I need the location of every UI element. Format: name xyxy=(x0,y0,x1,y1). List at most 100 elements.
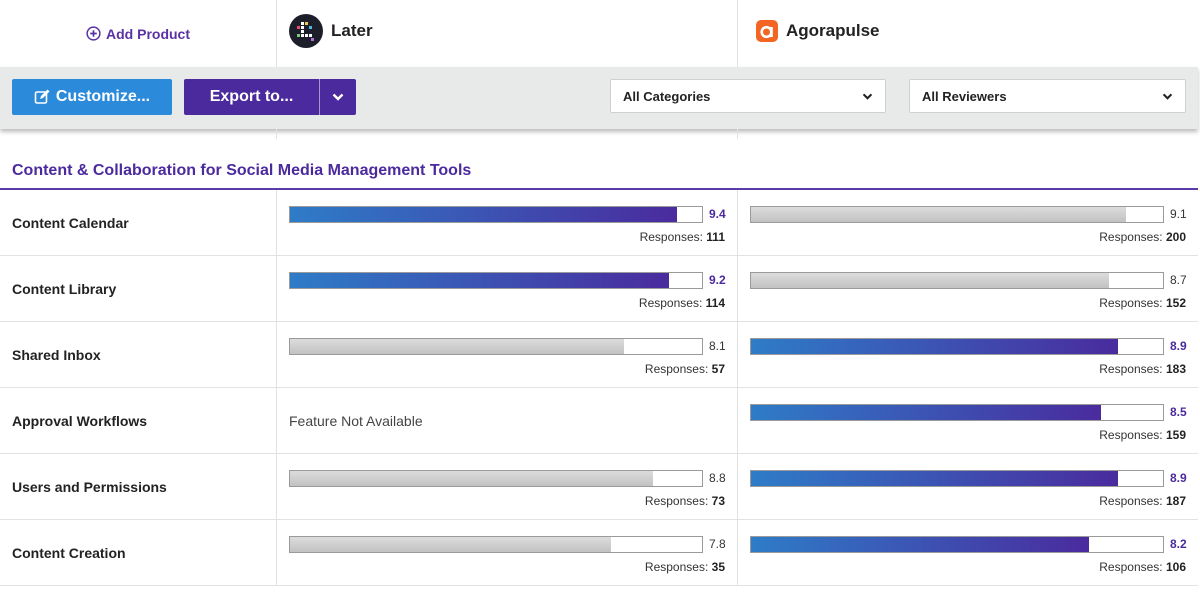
score-bar xyxy=(750,338,1164,355)
feature-row: Content Library 9.2 Responses: 114 8.7 Respo… xyxy=(0,256,1198,322)
score-bar xyxy=(750,470,1164,487)
responses-count: Responses: 187 xyxy=(1099,494,1186,508)
feature-row: Users and Permissions 8.8 Responses: 73 8.9… xyxy=(0,454,1198,520)
section-divider xyxy=(0,188,1198,190)
rating-cell-later: 7.8 Responses: 35 xyxy=(276,520,737,586)
responses-label: Responses: xyxy=(638,296,703,310)
responses-count: Responses: 152 xyxy=(1099,296,1186,310)
responses-label: Responses: xyxy=(1099,560,1163,574)
score-bar xyxy=(750,206,1164,223)
score-value: 9.4 xyxy=(709,207,726,221)
score-bar xyxy=(289,338,703,355)
category-select[interactable]: All Categories xyxy=(610,79,886,113)
score-value: 8.7 xyxy=(1170,273,1187,287)
feature-not-available: Feature Not Available xyxy=(289,413,423,429)
chevron-down-icon xyxy=(1162,93,1173,100)
score-bar xyxy=(750,536,1164,553)
score-value: 9.1 xyxy=(1170,207,1187,221)
responses-value: 200 xyxy=(1165,230,1186,244)
plus-circle-icon xyxy=(86,26,101,41)
feature-row: Shared Inbox 8.1 Responses: 57 8.9 Responses… xyxy=(0,322,1198,388)
comparison-toolbar: Customize... Export to... All Categories… xyxy=(0,67,1198,129)
rating-cell-later: 9.2 Responses: 114 xyxy=(276,256,737,322)
feature-label: Approval Workflows xyxy=(12,413,148,429)
chevron-down-icon xyxy=(332,93,344,101)
responses-count: Responses: 159 xyxy=(1099,428,1186,442)
reviewer-select-value: All Reviewers xyxy=(922,88,1007,104)
product-heading[interactable]: Later xyxy=(289,14,373,48)
score-bar-fill xyxy=(751,207,1126,222)
score-value: 8.2 xyxy=(1170,537,1187,551)
score-bar xyxy=(289,470,703,487)
product-name-agorapulse: Agorapulse xyxy=(786,21,880,40)
add-product-button[interactable]: Add Product xyxy=(86,26,190,42)
score-bar-fill xyxy=(290,537,611,552)
score-bar-fill xyxy=(290,339,624,354)
customize-button[interactable]: Customize... xyxy=(12,79,172,115)
score-bar-fill xyxy=(751,339,1118,354)
add-product-label: Add Product xyxy=(106,25,190,42)
customize-label: Customize... xyxy=(55,88,151,105)
score-bar xyxy=(750,404,1164,421)
column-divider xyxy=(737,129,738,139)
section-title: Content & Collaboration for Social Media… xyxy=(12,162,472,179)
rating-cell-agorapulse: 8.9 Responses: 183 xyxy=(737,322,1198,388)
responses-count: Responses: 183 xyxy=(1099,362,1186,376)
rating-cell-later: Feature Not Available xyxy=(276,388,737,454)
score-bar-fill xyxy=(290,471,653,486)
feature-row: Approval Workflows Feature Not Available 8… xyxy=(0,388,1198,454)
feature-label: Content Calendar xyxy=(12,215,129,231)
score-value: 7.8 xyxy=(709,537,726,551)
score-bar-fill xyxy=(751,273,1109,288)
responses-count: Responses: 57 xyxy=(645,362,725,376)
responses-label: Responses: xyxy=(1099,494,1163,508)
responses-count: Responses: 200 xyxy=(1099,230,1186,244)
responses-count: Responses: 35 xyxy=(645,560,725,574)
add-product-column: Add Product xyxy=(0,0,276,67)
product-heading[interactable]: Agorapulse xyxy=(756,20,880,42)
rating-cell-later: 9.4 Responses: 111 xyxy=(276,190,737,256)
score-bar xyxy=(289,272,703,289)
responses-count: Responses: 111 xyxy=(640,230,725,244)
responses-value: 35 xyxy=(711,560,725,574)
score-value: 9.2 xyxy=(709,273,726,287)
category-select-value: All Categories xyxy=(623,88,711,104)
score-bar-fill xyxy=(290,207,677,222)
score-bar-fill xyxy=(751,471,1118,486)
rating-cell-agorapulse: 9.1 Responses: 200 xyxy=(737,190,1198,256)
responses-label: Responses: xyxy=(644,494,709,508)
chevron-down-icon xyxy=(862,93,873,100)
score-bar-fill xyxy=(751,537,1089,552)
responses-value: 106 xyxy=(1165,560,1186,574)
export-button[interactable]: Export to... xyxy=(184,79,356,115)
score-bar xyxy=(289,536,703,553)
responses-value: 73 xyxy=(711,494,725,508)
responses-label: Responses: xyxy=(644,560,709,574)
feature-label: Content Creation xyxy=(12,545,126,561)
export-label: Export to... xyxy=(209,88,294,105)
score-bar-fill xyxy=(751,405,1101,420)
product-column-agorapulse: Agorapulse xyxy=(737,0,1198,67)
feature-row: Content Calendar 9.4 Responses: 111 9.1 Resp… xyxy=(0,190,1198,256)
feature-label: Content Library xyxy=(12,281,117,297)
feature-row: Content Creation 7.8 Responses: 35 8.2 Respo… xyxy=(0,520,1198,586)
responses-value: 111 xyxy=(706,230,725,244)
column-divider xyxy=(276,129,277,139)
score-value: 8.9 xyxy=(1170,339,1187,353)
responses-value: 57 xyxy=(711,362,725,376)
agorapulse-logo-icon xyxy=(756,20,778,42)
later-logo-icon xyxy=(289,14,323,48)
responses-count: Responses: 106 xyxy=(1099,560,1186,574)
score-value: 8.1 xyxy=(709,339,726,353)
reviewer-select[interactable]: All Reviewers xyxy=(909,79,1186,113)
responses-value: 152 xyxy=(1165,296,1186,310)
rating-cell-agorapulse: 8.5 Responses: 159 xyxy=(737,388,1198,454)
responses-label: Responses: xyxy=(1099,296,1163,310)
score-value: 8.5 xyxy=(1170,405,1187,419)
responses-label: Responses: xyxy=(644,362,709,376)
responses-label: Responses: xyxy=(1099,362,1163,376)
rating-cell-later: 8.8 Responses: 73 xyxy=(276,454,737,520)
rating-cell-agorapulse: 8.9 Responses: 187 xyxy=(737,454,1198,520)
export-dropdown-toggle[interactable] xyxy=(319,79,356,115)
product-header: Add Product Later xyxy=(0,0,1200,67)
